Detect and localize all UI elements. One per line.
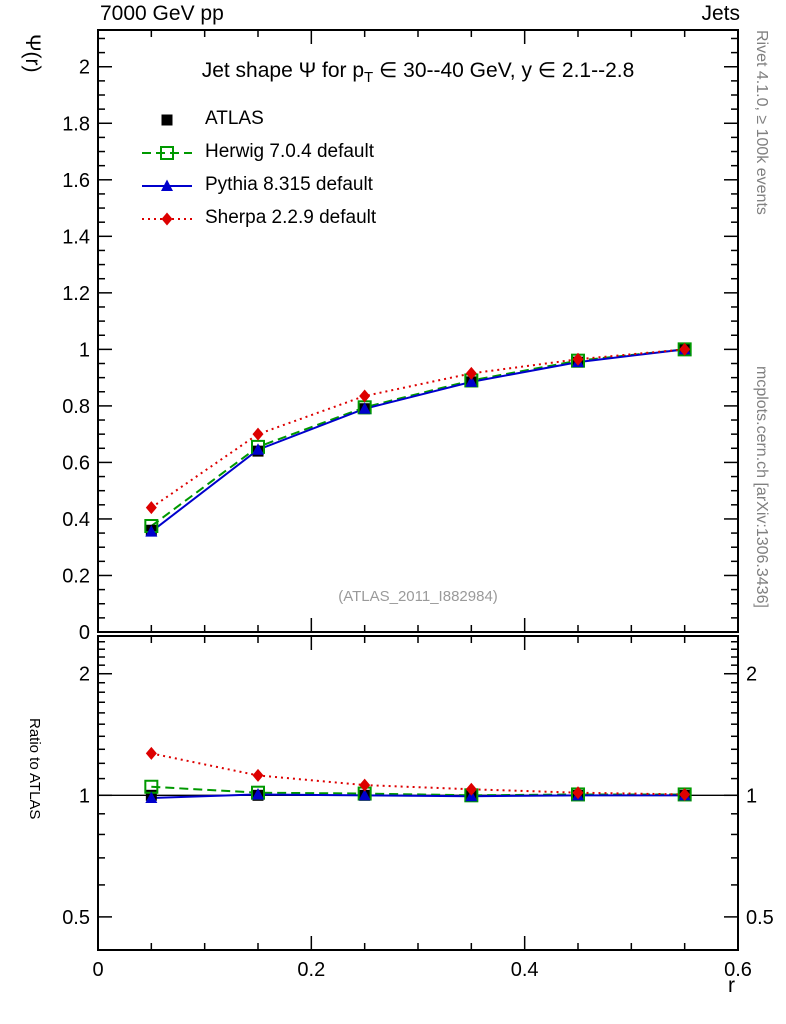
x-axis-title: r xyxy=(728,974,735,997)
svg-text:1: 1 xyxy=(746,785,757,807)
svg-text:1: 1 xyxy=(79,785,90,807)
svg-text:1.2: 1.2 xyxy=(62,283,90,305)
ratio-y-axis-title: Ratio to ATLAS xyxy=(26,718,43,820)
svg-text:1.4: 1.4 xyxy=(62,226,90,248)
svg-text:2: 2 xyxy=(79,664,90,686)
svg-text:0: 0 xyxy=(79,622,90,644)
plot-title-subscript: T xyxy=(364,69,374,86)
plot-title-pre: Jet shape Ψ for p xyxy=(201,59,365,82)
svg-text:0.6: 0.6 xyxy=(62,452,90,474)
svg-text:0: 0 xyxy=(92,959,103,981)
svg-text:0.4: 0.4 xyxy=(62,509,90,531)
collision-energy-label: 7000 GeV pp xyxy=(100,2,224,25)
svg-text:0.5: 0.5 xyxy=(62,907,90,929)
svg-text:0.2: 0.2 xyxy=(297,959,325,981)
legend-item-pythia: Pythia 8.315 default xyxy=(205,174,373,195)
mcplots-reference-label: mcplots.cern.ch [arXiv:1306.3436] xyxy=(753,366,770,608)
rivet-version-label: Rivet 4.1.0, ≥ 100k events xyxy=(753,30,770,215)
svg-text:0.6: 0.6 xyxy=(724,959,752,981)
main-y-axis-title: Ψ(r) xyxy=(21,34,44,73)
svg-text:0.5: 0.5 xyxy=(746,907,774,929)
plot-title-post: ∈ 30--40 GeV, y ∈ 2.1--2.8 xyxy=(373,59,635,82)
svg-text:0.2: 0.2 xyxy=(62,565,90,587)
svg-text:0.4: 0.4 xyxy=(511,959,539,981)
plot-title: Jet shape Ψ for pT ∈ 30--40 GeV, y ∈ 2.1… xyxy=(98,58,738,86)
svg-text:2: 2 xyxy=(746,664,757,686)
analysis-id-watermark: (ATLAS_2011_I882984) xyxy=(338,588,498,605)
legend-item-sherpa: Sherpa 2.2.9 default xyxy=(205,207,377,228)
analysis-group-label: Jets xyxy=(701,2,740,25)
svg-text:2: 2 xyxy=(79,57,90,79)
legend-item-atlas: ATLAS xyxy=(205,108,264,129)
legend-item-herwig: Herwig 7.0.4 default xyxy=(205,141,374,162)
svg-text:0.8: 0.8 xyxy=(62,396,90,418)
svg-text:1: 1 xyxy=(79,339,90,361)
svg-text:1.6: 1.6 xyxy=(62,170,90,192)
svg-text:1.8: 1.8 xyxy=(62,113,90,135)
